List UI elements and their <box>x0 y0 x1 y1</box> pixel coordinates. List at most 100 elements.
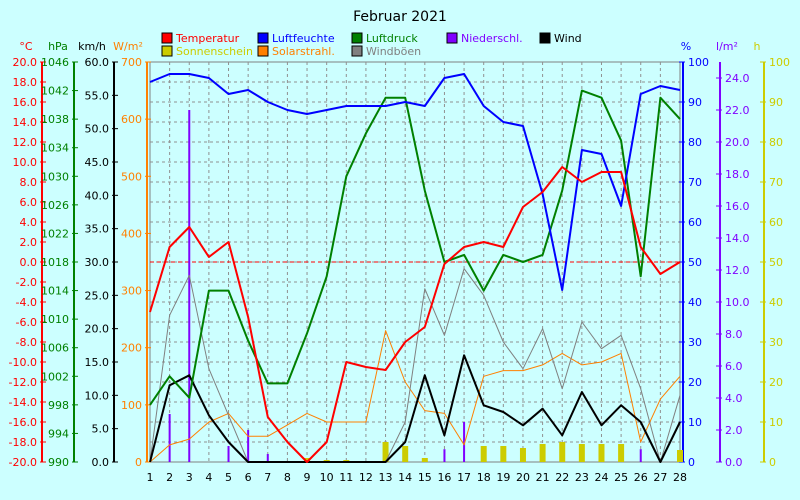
legend-swatch <box>539 32 551 44</box>
axis-tick-label: -12.0 <box>9 376 37 389</box>
legend-label: Windböen <box>366 45 421 58</box>
axis-tick-label: 1018 <box>41 256 69 269</box>
x-tick-label: 8 <box>284 471 291 484</box>
x-tick-label: 27 <box>653 471 667 484</box>
axis-tick-label: -20.0 <box>9 456 37 469</box>
axis-tick-label: 4.0 <box>725 392 743 405</box>
legend-swatch <box>257 32 269 44</box>
axis-tick-label: 80 <box>688 136 702 149</box>
axis-tick-label: 8.0 <box>20 176 38 189</box>
x-tick-label: 21 <box>536 471 550 484</box>
axis-tick-label: 40 <box>688 296 702 309</box>
axis-tick-label: 22.0 <box>725 104 750 117</box>
axis-tick-label: 10.0 <box>85 389 110 402</box>
axis-tick-label: 50 <box>769 256 783 269</box>
axis-tick-label: 1022 <box>41 227 69 240</box>
axis-tick-label: -14.0 <box>9 396 37 409</box>
bar-sonnenschein <box>519 448 526 462</box>
axis-tick-label: 90 <box>769 96 783 109</box>
legend-label: Sonnenschein <box>176 45 253 58</box>
bar-niederschl <box>227 446 230 462</box>
x-tick-label: 13 <box>379 471 393 484</box>
axis-tick-label: 15.0 <box>85 356 110 369</box>
axis-tick-label: 8.0 <box>725 328 743 341</box>
axis-tick-label: 18.0 <box>725 168 750 181</box>
x-tick-label: 10 <box>320 471 334 484</box>
axis-tick-label: 20.0 <box>13 56 38 69</box>
axis-tick-label: 6.0 <box>725 360 743 373</box>
axis-tick-label: 0.0 <box>92 456 110 469</box>
axis-tick-label: 100 <box>121 399 142 412</box>
axis-tick-label: 50 <box>688 256 702 269</box>
axis-tick-label: 200 <box>121 342 142 355</box>
bar-sonnenschein <box>480 446 487 462</box>
x-tick-label: 15 <box>418 471 432 484</box>
x-tick-label: 11 <box>339 471 353 484</box>
axis-tick-label: 600 <box>121 113 142 126</box>
axis-unit-label: h <box>754 40 761 53</box>
bar-sonnenschein <box>618 444 625 462</box>
bar-niederschl <box>639 449 642 462</box>
bar-sonnenschein <box>382 442 389 462</box>
series-line-luftfeuchte <box>149 73 681 291</box>
axis-tick-label: 1034 <box>41 142 69 155</box>
x-tick-label: 1 <box>147 471 154 484</box>
legend-label: Solarstrahl. <box>272 45 335 58</box>
bar-niederschl <box>188 110 191 462</box>
axis-tick-label: 25.0 <box>85 289 110 302</box>
axis-tick-label: 16.0 <box>13 96 38 109</box>
series-line-wind <box>149 354 681 463</box>
axis-tick-label: 16.0 <box>725 200 750 213</box>
axis-tick-label: 0 <box>769 456 776 469</box>
bar-niederschl <box>463 422 466 462</box>
axis-tick-label: -4.0 <box>16 296 37 309</box>
axis-tick-label: 100 <box>688 56 709 69</box>
legend-swatch <box>161 32 173 44</box>
axis-tick-label: 10.0 <box>725 296 750 309</box>
axis-tick-label: 45.0 <box>85 156 110 169</box>
legend-swatch <box>257 45 269 57</box>
axis-tick-label: -16.0 <box>9 416 37 429</box>
x-tick-label: 26 <box>634 471 648 484</box>
x-tick-label: 18 <box>477 471 491 484</box>
axis-tick-label: 300 <box>121 285 142 298</box>
axis-tick-label: 40.0 <box>85 189 110 202</box>
legend-swatch <box>161 45 173 57</box>
x-tick-label: 4 <box>205 471 212 484</box>
legend-label: Luftdruck <box>366 32 418 45</box>
axis-tick-label: 2.0 <box>20 236 38 249</box>
axis-tick-label: 10 <box>769 416 783 429</box>
axis-tick-label: -10.0 <box>9 356 37 369</box>
axis-tick-label: 12.0 <box>725 264 750 277</box>
axis-tick-label: 1010 <box>41 313 69 326</box>
x-tick-label: 9 <box>304 471 311 484</box>
x-tick-label: 12 <box>359 471 373 484</box>
axis-tick-label: 70 <box>769 176 783 189</box>
bar-sonnenschein <box>598 444 605 462</box>
bar-sonnenschein <box>677 450 683 462</box>
legend-swatch <box>446 32 458 44</box>
x-tick-label: 22 <box>555 471 569 484</box>
chart-title: Februar 2021 <box>353 9 447 25</box>
axis-tick-label: 1014 <box>41 285 69 298</box>
axis-tick-label: 40 <box>769 296 783 309</box>
axis-tick-label: 60.0 <box>85 56 110 69</box>
bar-sonnenschein <box>402 446 409 462</box>
legend-label: Niederschl. <box>461 32 523 45</box>
x-tick-label: 19 <box>496 471 510 484</box>
axis-unit-label: °C <box>19 40 33 53</box>
axis-tick-label: 10.0 <box>13 156 38 169</box>
bar-sonnenschein <box>539 444 546 462</box>
axis-tick-label: 400 <box>121 227 142 240</box>
x-tick-label: 5 <box>225 471 232 484</box>
axis-tick-label: 80 <box>769 136 783 149</box>
legend-label: Wind <box>554 32 582 45</box>
axis-tick-label: 2.0 <box>725 424 743 437</box>
x-tick-label: 16 <box>437 471 451 484</box>
bar-sonnenschein <box>559 442 566 462</box>
x-tick-label: 25 <box>614 471 628 484</box>
bar-niederschl <box>247 430 250 462</box>
x-tick-label: 2 <box>166 471 173 484</box>
x-tick-label: 23 <box>575 471 589 484</box>
